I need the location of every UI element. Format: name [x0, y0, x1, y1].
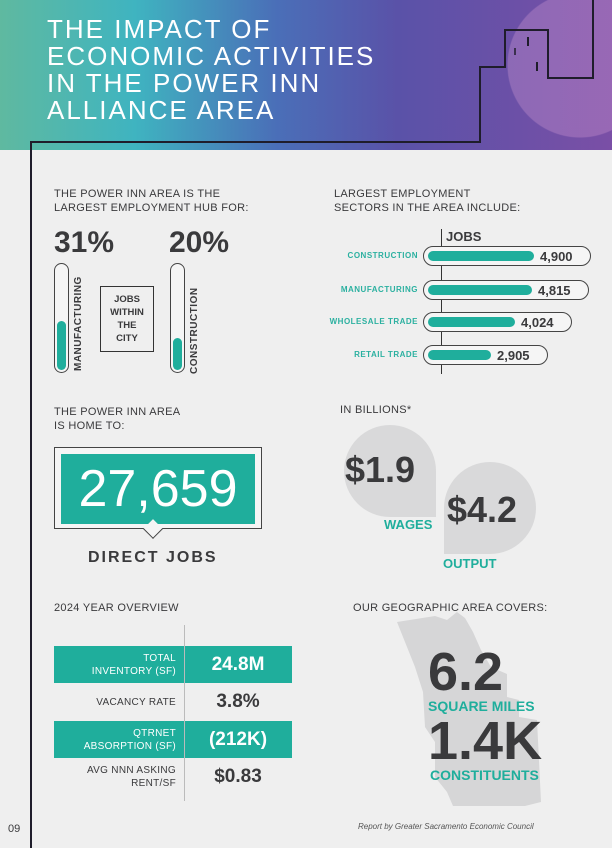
output-bubble [444, 462, 536, 554]
row-label: VACANCY RATE [54, 684, 176, 721]
box-line: JOBS [114, 294, 140, 305]
heading-line: LARGEST EMPLOYMENT [334, 188, 471, 200]
heading-line: THE POWER INN AREA IS THE [54, 188, 221, 200]
row-label: QTRNET ABSORPTION (SF) [54, 721, 176, 758]
bar-value-label: 4,024 [521, 315, 554, 330]
bar-track: 4,024 [423, 312, 572, 332]
jobs-within-city-box: JOBS WITHIN THE CITY [100, 286, 154, 352]
bar-value-label: 2,905 [497, 348, 530, 363]
heading-line: SECTORS IN THE AREA INCLUDE: [334, 202, 521, 214]
gauge-fill [57, 321, 66, 370]
page-number: 09 [8, 823, 21, 835]
bar-label: WHOLESALE TRADE [329, 317, 418, 326]
label-line: QTRNET [133, 727, 176, 739]
manufacturing-pct: 31% [54, 226, 115, 259]
area-map-icon [397, 612, 541, 806]
bar-label: RETAIL TRADE [354, 350, 418, 359]
bar-track: 2,905 [423, 345, 548, 365]
label-line: TOTAL [143, 652, 176, 664]
manufacturing-gauge [54, 263, 69, 373]
label-line: RENT/SF [131, 778, 176, 789]
header-banner [0, 0, 612, 150]
bar-label: MANUFACTURING [340, 285, 418, 294]
box-line: CITY [116, 333, 138, 344]
constituents-label: CONSTITUENTS [430, 767, 539, 783]
bar [428, 251, 534, 261]
overview-heading: 2024 YEAR OVERVIEW [54, 602, 179, 614]
overview-row: QTRNET ABSORPTION (SF) (212K) [54, 721, 292, 758]
area-label: SQUARE MILES [428, 698, 535, 714]
construction-pct: 20% [169, 226, 230, 259]
bar-track: 4,815 [423, 280, 589, 300]
geo-heading: OUR GEOGRAPHIC AREA COVERS: [353, 602, 548, 614]
title-line: THE IMPACT OF [47, 14, 272, 44]
bar [428, 317, 515, 327]
title-line: IN THE POWER INN [47, 68, 322, 98]
output-value: $4.2 [447, 489, 518, 530]
construction-label: CONSTRUCTION [189, 287, 200, 374]
direct-jobs-number: 27,659 [61, 454, 255, 524]
manufacturing-label: MANUFACTURING [73, 276, 84, 371]
wages-value: $1.9 [345, 449, 416, 490]
wages-bubble [344, 425, 436, 517]
label-line: INVENTORY (SF) [91, 665, 176, 677]
page-title: THE IMPACT OF ECONOMIC ACTIVITIES IN THE… [47, 16, 375, 124]
sectors-heading: LARGEST EMPLOYMENT SECTORS IN THE AREA I… [334, 187, 520, 215]
row-label: TOTAL INVENTORY (SF) [54, 646, 176, 683]
box-line: WITHIN [110, 307, 144, 318]
row-value: 3.8% [216, 691, 260, 712]
wages-label: WAGES [384, 517, 433, 532]
construction-gauge [170, 263, 185, 373]
label-line: ABSORPTION (SF) [83, 740, 176, 752]
output-label: OUTPUT [443, 556, 497, 571]
row-value: 24.8M [211, 653, 265, 675]
constituents-value: 1.4K [428, 711, 543, 771]
row-label: AVG NNN ASKING RENT/SF [54, 759, 176, 796]
bar [428, 350, 491, 360]
title-line: ALLIANCE AREA [47, 95, 276, 125]
billions-heading: IN BILLIONS* [340, 404, 412, 416]
heading-line: LARGEST EMPLOYMENT HUB FOR: [54, 202, 249, 214]
label-line: VACANCY RATE [96, 696, 176, 708]
row-value: (212K) [208, 728, 268, 750]
overview-row: AVG NNN ASKING RENT/SF $0.83 [54, 759, 292, 796]
heading-line: THE POWER INN AREA [54, 406, 181, 418]
hub-heading: THE POWER INN AREA IS THE LARGEST EMPLOY… [54, 187, 249, 215]
overview-row: TOTAL INVENTORY (SF) 24.8M [54, 646, 292, 683]
gauge-fill [173, 337, 182, 370]
bar-value-label: 4,815 [538, 283, 571, 298]
heading-line: IS HOME TO: [54, 420, 125, 432]
label-line: AVG NNN ASKING [86, 765, 176, 776]
home-heading: THE POWER INN AREA IS HOME TO: [54, 405, 180, 433]
bar-track: 4,900 [423, 246, 591, 266]
axis-label: JOBS [446, 229, 482, 244]
row-value: $0.83 [214, 766, 262, 787]
table-divider [184, 625, 185, 801]
bar-label: CONSTRUCTION [347, 251, 418, 260]
overview-row: VACANCY RATE 3.8% [54, 684, 292, 721]
report-credit: Report by Greater Sacramento Economic Co… [358, 822, 534, 831]
area-value: 6.2 [428, 642, 504, 702]
box-line: THE [117, 320, 137, 331]
title-line: ECONOMIC ACTIVITIES [47, 41, 376, 71]
bar [428, 285, 532, 295]
direct-jobs-label: DIRECT JOBS [88, 549, 218, 566]
chart-axis-line [441, 229, 442, 374]
bar-value-label: 4,900 [540, 249, 573, 264]
